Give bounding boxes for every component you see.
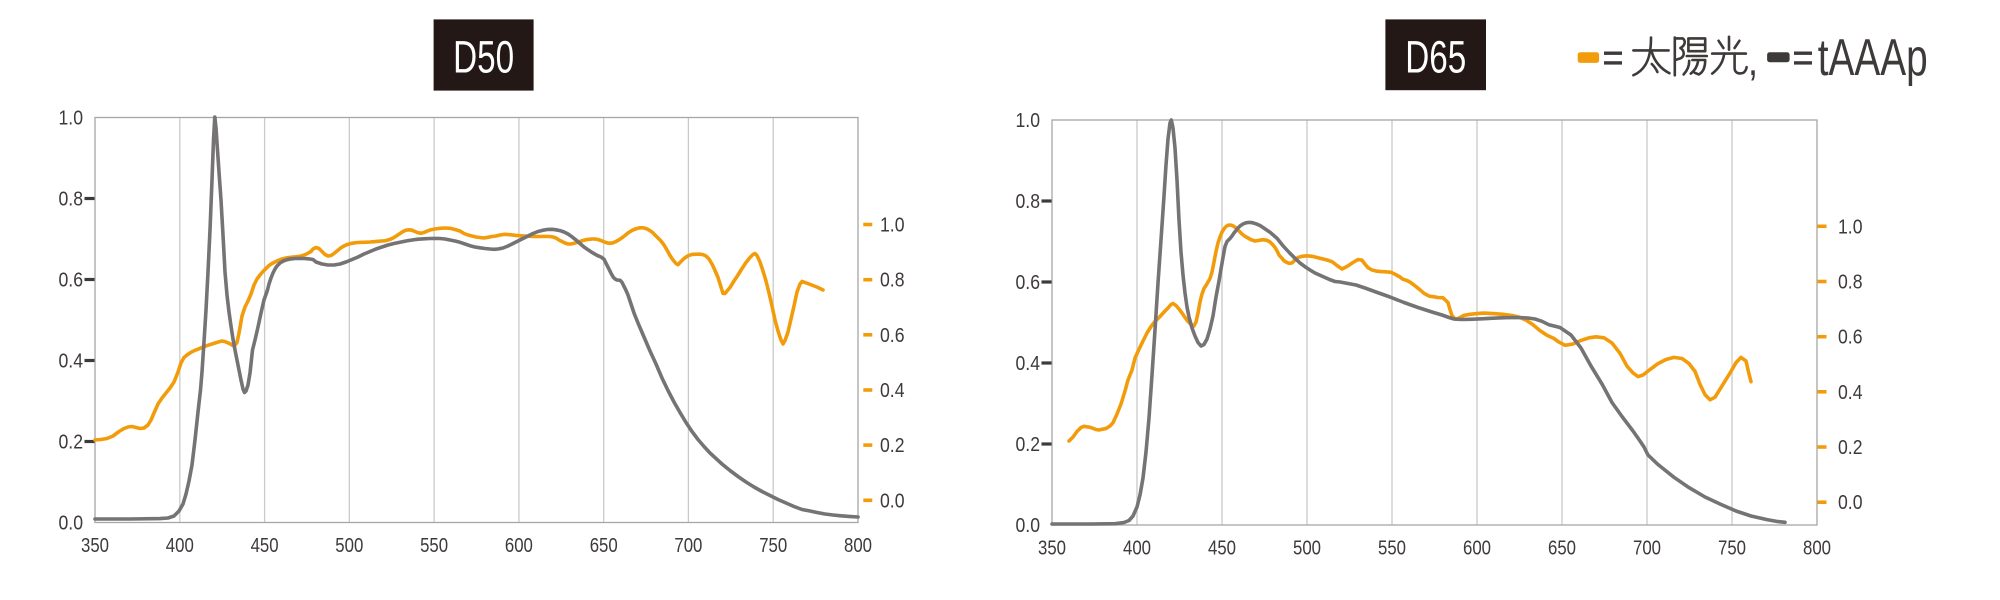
svg-text:700: 700 — [1633, 538, 1661, 560]
svg-text:D65: D65 — [1405, 31, 1466, 82]
svg-text:0.8: 0.8 — [1838, 272, 1863, 294]
svg-text:0.0: 0.0 — [59, 513, 84, 535]
svg-text:500: 500 — [335, 535, 363, 557]
svg-text:0.2: 0.2 — [59, 432, 84, 454]
svg-text:700: 700 — [674, 535, 702, 557]
svg-text:0.8: 0.8 — [1016, 191, 1041, 213]
svg-text:400: 400 — [1123, 538, 1151, 560]
svg-text:0.6: 0.6 — [59, 270, 84, 292]
svg-text:tAAAp: tAAAp — [1818, 29, 1928, 87]
svg-text:0.6: 0.6 — [1838, 327, 1863, 349]
svg-text:0.6: 0.6 — [880, 325, 905, 347]
svg-text:800: 800 — [1803, 538, 1831, 560]
svg-text:600: 600 — [505, 535, 533, 557]
svg-text:1.0: 1.0 — [1016, 110, 1041, 132]
svg-text:650: 650 — [590, 535, 618, 557]
svg-text:0.2: 0.2 — [1838, 437, 1863, 459]
svg-text:0.8: 0.8 — [880, 270, 905, 292]
svg-text:550: 550 — [1378, 538, 1406, 560]
svg-text:350: 350 — [81, 535, 109, 557]
svg-text:1.0: 1.0 — [1838, 216, 1863, 238]
svg-text:0.2: 0.2 — [1016, 434, 1041, 456]
svg-text:,: , — [1748, 36, 1758, 85]
svg-text:600: 600 — [1463, 538, 1491, 560]
svg-text:1.0: 1.0 — [880, 215, 905, 237]
svg-text:0.0: 0.0 — [1016, 515, 1041, 537]
svg-text:650: 650 — [1548, 538, 1576, 560]
svg-text:500: 500 — [1293, 538, 1321, 560]
svg-text:450: 450 — [251, 535, 279, 557]
svg-text:D50: D50 — [453, 31, 514, 82]
svg-text:0.4: 0.4 — [1016, 353, 1041, 375]
svg-text:1.0: 1.0 — [59, 108, 84, 130]
svg-text:0.8: 0.8 — [59, 189, 84, 211]
svg-text:550: 550 — [420, 535, 448, 557]
svg-text:800: 800 — [844, 535, 872, 557]
svg-text:400: 400 — [166, 535, 194, 557]
svg-text:350: 350 — [1038, 538, 1066, 560]
svg-text:0.0: 0.0 — [880, 490, 905, 512]
svg-text:0.4: 0.4 — [59, 351, 84, 373]
svg-text:450: 450 — [1208, 538, 1236, 560]
svg-text:0.4: 0.4 — [1838, 382, 1863, 404]
svg-text:750: 750 — [759, 535, 787, 557]
svg-text:0.2: 0.2 — [880, 435, 905, 457]
svg-text:750: 750 — [1718, 538, 1746, 560]
svg-text:0.6: 0.6 — [1016, 272, 1041, 294]
svg-text:0.4: 0.4 — [880, 380, 905, 402]
svg-text:0.0: 0.0 — [1838, 492, 1863, 514]
